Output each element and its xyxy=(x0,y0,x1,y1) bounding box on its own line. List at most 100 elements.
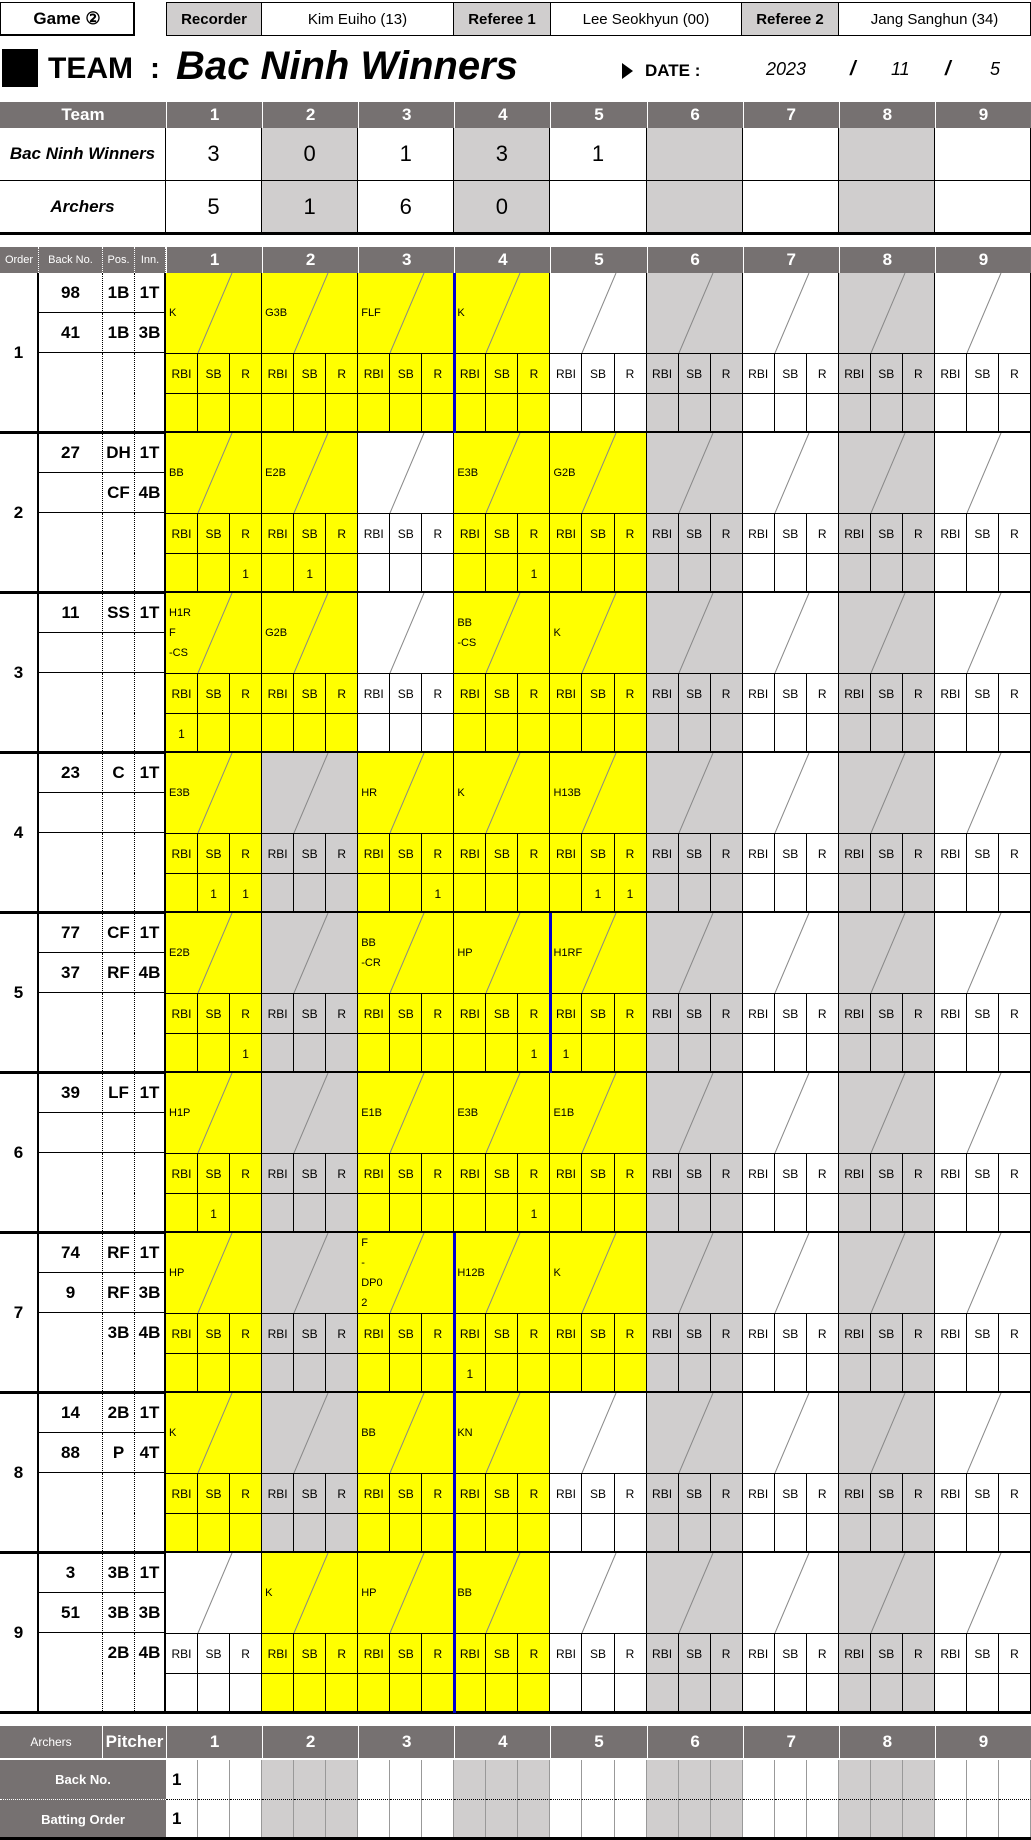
pitcher-batting-order-cell[interactable] xyxy=(646,1800,679,1838)
linescore-score[interactable] xyxy=(646,181,743,234)
player-back-no[interactable] xyxy=(39,873,103,913)
stat-value-rbi[interactable] xyxy=(358,1353,391,1393)
stat-value-rbi[interactable] xyxy=(166,1193,199,1233)
player-back-no[interactable]: 88 xyxy=(39,1433,103,1473)
pitcher-back-no-cell[interactable] xyxy=(966,1760,999,1800)
stat-value-r[interactable] xyxy=(998,713,1031,753)
stat-value-r[interactable] xyxy=(710,1673,743,1713)
at-bat-result-cell[interactable] xyxy=(550,1393,647,1473)
pitcher-back-no-cell[interactable] xyxy=(678,1760,711,1800)
pitcher-batting-order-cell[interactable] xyxy=(870,1800,903,1838)
player-back-no[interactable] xyxy=(39,1313,103,1353)
pitcher-batting-order-cell[interactable] xyxy=(934,1800,967,1838)
player-position[interactable] xyxy=(103,993,135,1033)
stat-value-rbi[interactable] xyxy=(742,1353,775,1393)
stat-value-rbi[interactable] xyxy=(454,1513,487,1553)
player-back-no[interactable] xyxy=(39,1033,103,1073)
stat-value-sb[interactable] xyxy=(198,1513,231,1553)
player-back-no[interactable] xyxy=(39,553,103,593)
stat-value-sb[interactable] xyxy=(774,1513,807,1553)
pitcher-back-no-cell[interactable] xyxy=(422,1760,455,1800)
player-back-no[interactable] xyxy=(39,673,103,713)
stat-value-rbi[interactable] xyxy=(454,553,487,593)
stat-value-rbi[interactable] xyxy=(454,1193,487,1233)
stat-value-r[interactable] xyxy=(806,393,839,433)
stat-value-sb[interactable]: 1 xyxy=(198,1193,231,1233)
stat-value-r[interactable]: 1 xyxy=(518,1193,551,1233)
player-back-no[interactable] xyxy=(39,633,103,673)
player-position[interactable]: 2B xyxy=(103,1393,135,1433)
at-bat-result-cell[interactable] xyxy=(742,913,839,993)
stat-value-sb[interactable] xyxy=(390,1673,423,1713)
stat-value-r[interactable] xyxy=(902,553,935,593)
pitcher-batting-order-cell[interactable] xyxy=(902,1800,935,1838)
stat-value-sb[interactable] xyxy=(390,393,423,433)
stat-value-sb[interactable] xyxy=(294,1673,327,1713)
stat-value-sb[interactable] xyxy=(294,1193,327,1233)
player-back-no[interactable]: 37 xyxy=(39,953,103,993)
stat-value-sb[interactable] xyxy=(486,553,519,593)
stat-value-sb[interactable] xyxy=(966,1193,999,1233)
linescore-score[interactable]: 1 xyxy=(262,181,359,234)
at-bat-result-cell[interactable] xyxy=(838,913,935,993)
stat-value-r[interactable] xyxy=(806,1033,839,1073)
stat-value-r[interactable] xyxy=(422,393,455,433)
player-inning[interactable] xyxy=(135,1673,166,1713)
stat-value-r[interactable] xyxy=(614,1033,647,1073)
stat-value-rbi[interactable] xyxy=(166,393,199,433)
player-back-no[interactable]: 23 xyxy=(39,753,103,793)
pitcher-batting-order-cell[interactable] xyxy=(230,1800,263,1838)
player-inning[interactable] xyxy=(135,1113,166,1153)
stat-value-r[interactable] xyxy=(710,1033,743,1073)
player-inning[interactable]: 1T xyxy=(135,1233,166,1273)
stat-value-r[interactable]: 1 xyxy=(422,873,455,913)
stat-value-r[interactable] xyxy=(326,1673,359,1713)
stat-value-sb[interactable] xyxy=(198,553,231,593)
stat-value-sb[interactable] xyxy=(966,553,999,593)
at-bat-result-cell[interactable]: G3B xyxy=(262,273,359,353)
stat-value-rbi[interactable] xyxy=(166,1673,199,1713)
stat-value-r[interactable] xyxy=(326,1033,359,1073)
linescore-score[interactable]: 5 xyxy=(166,181,263,234)
stat-value-sb[interactable] xyxy=(774,1353,807,1393)
pitcher-back-no-cell[interactable] xyxy=(454,1760,487,1800)
stat-value-sb[interactable] xyxy=(966,1033,999,1073)
player-back-no[interactable] xyxy=(39,1353,103,1393)
player-back-no[interactable] xyxy=(39,1113,103,1153)
player-back-no[interactable]: 51 xyxy=(39,1593,103,1633)
player-inning[interactable]: 1T xyxy=(135,433,166,473)
at-bat-result-cell[interactable] xyxy=(934,753,1031,833)
at-bat-result-cell[interactable] xyxy=(166,1553,263,1633)
referee1-value[interactable]: Lee Seokhyun (00) xyxy=(551,2,742,36)
at-bat-result-cell[interactable] xyxy=(934,913,1031,993)
team-name[interactable]: Bac Ninh Winners xyxy=(176,44,518,88)
stat-value-r[interactable] xyxy=(422,553,455,593)
player-position[interactable] xyxy=(103,633,135,673)
linescore-score[interactable]: 3 xyxy=(166,128,263,181)
player-position[interactable]: 3B xyxy=(103,1553,135,1593)
at-bat-result-cell[interactable] xyxy=(838,1073,935,1153)
stat-value-r[interactable] xyxy=(422,1193,455,1233)
stat-value-rbi[interactable] xyxy=(646,553,679,593)
player-inning[interactable] xyxy=(135,793,166,833)
at-bat-result-cell[interactable]: E2B xyxy=(166,913,263,993)
stat-value-rbi[interactable] xyxy=(934,393,967,433)
pitcher-back-no-cell[interactable]: 1 xyxy=(166,1760,199,1800)
pitcher-batting-order-cell[interactable] xyxy=(198,1800,231,1838)
player-inning[interactable]: 4T xyxy=(135,1433,166,1473)
stat-value-sb[interactable] xyxy=(870,1353,903,1393)
player-inning[interactable] xyxy=(135,1193,166,1233)
stat-value-rbi[interactable] xyxy=(934,553,967,593)
stat-value-rbi[interactable] xyxy=(454,393,487,433)
stat-value-rbi[interactable] xyxy=(358,393,391,433)
date-day[interactable]: 5 xyxy=(990,59,1001,79)
stat-value-sb[interactable] xyxy=(774,393,807,433)
stat-value-rbi[interactable] xyxy=(934,873,967,913)
stat-value-sb[interactable] xyxy=(774,1033,807,1073)
stat-value-rbi[interactable] xyxy=(742,1513,775,1553)
stat-value-r[interactable] xyxy=(614,1673,647,1713)
player-back-no[interactable] xyxy=(39,1153,103,1193)
at-bat-result-cell[interactable] xyxy=(262,913,359,993)
linescore-score[interactable]: 1 xyxy=(550,128,647,181)
linescore-score[interactable] xyxy=(934,128,1031,181)
